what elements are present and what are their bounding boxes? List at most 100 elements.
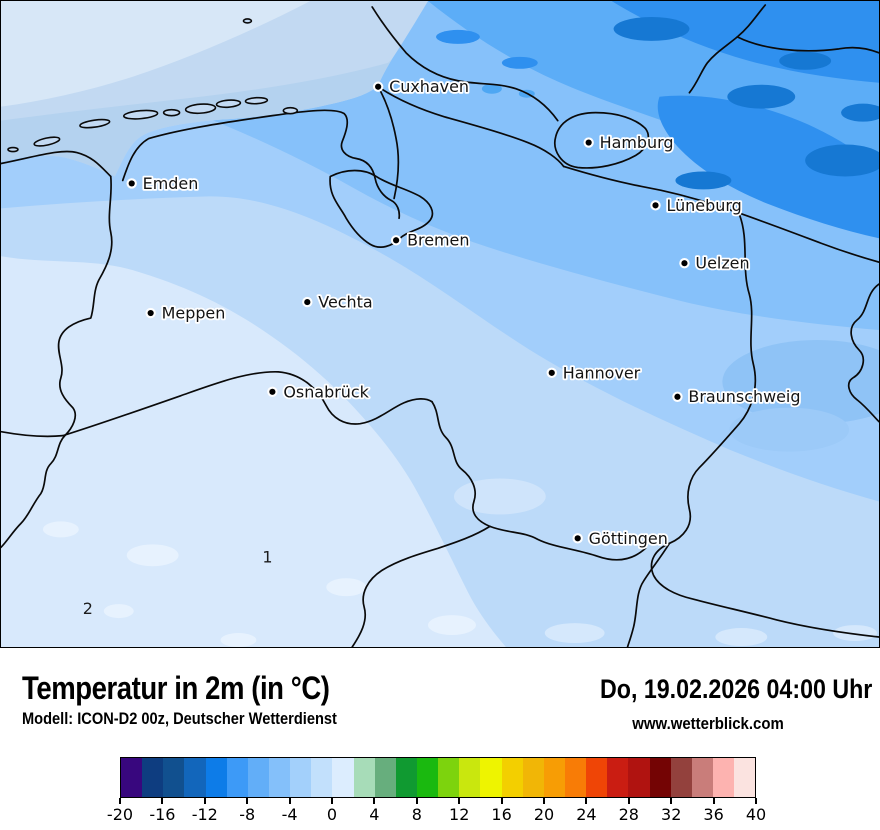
state-borders [1, 4, 879, 647]
colorbar-tick [288, 798, 291, 804]
city-marker-braunschweig: Braunschweig [672, 385, 802, 408]
colorbar-tick [585, 798, 588, 804]
coastline-weser-peninsula [377, 85, 400, 200]
colorbar-cell [543, 758, 565, 797]
elbe-south-bank [377, 85, 565, 168]
colorbar-tick-label: -4 [281, 805, 298, 824]
colorbar-cell [564, 758, 587, 797]
colorbar-cell [374, 758, 396, 797]
east-border-squiggle [847, 283, 879, 423]
city-dot [674, 393, 681, 400]
colorbar-cell [649, 758, 671, 797]
coastline-west [1, 150, 112, 178]
colorbar-cell [353, 758, 375, 797]
colorbar-cell [607, 758, 629, 797]
colorbar-cell [247, 758, 269, 797]
colorbar-tick-label: 20 [533, 805, 555, 824]
city-marker-bremen: Bremen [390, 229, 471, 252]
colorbar-tick-label: 28 [618, 805, 639, 824]
colorbar-cell [459, 758, 481, 797]
colorbar-cell [501, 758, 523, 797]
temperature-colorbar: -20 -16 -12 -8 -4 0 4 8 12 16 20 24 28 32 36 40 [107, 757, 766, 826]
map-value-label: 2 [83, 599, 93, 618]
colorbar-cell [311, 758, 333, 797]
colorbar-cell [522, 758, 544, 797]
nrw-border [62, 371, 433, 437]
city-label: Uelzen [695, 254, 749, 273]
northeast-border-1 [688, 4, 767, 94]
colorbar-cell [734, 758, 756, 797]
colorbar-tick-label: 36 [703, 805, 724, 824]
colorbar-cell [628, 758, 650, 797]
colorbar-tick-label: 0 [326, 805, 338, 824]
hamburg-border [554, 111, 650, 169]
colorbar-tick [373, 798, 376, 804]
colorbar-cell [268, 758, 291, 797]
colorbar-cell [586, 758, 608, 797]
colorbar-tick-label: -16 [149, 805, 176, 824]
colorbar-tick-label: 12 [449, 805, 470, 824]
dutch-border [1, 175, 113, 549]
city-marker-lneburg: Lüneburg [650, 194, 744, 217]
colorbar-cell [691, 758, 713, 797]
colorbar-cell [438, 758, 460, 797]
map-value-labels: 12 [83, 547, 273, 618]
city-marker-emden: Emden [126, 172, 200, 195]
city-label: Braunschweig [688, 387, 800, 406]
colorbar-tick [712, 798, 715, 804]
city-label: Göttingen [589, 529, 668, 548]
city-marker-meppen: Meppen [145, 302, 227, 324]
colorbar-ticks: -20 -16 -12 -8 -4 0 4 8 12 16 20 24 28 32 36 40 [107, 798, 766, 826]
field-mild-zone [1, 256, 506, 647]
colorbar-cell [163, 758, 185, 797]
city-dot [652, 202, 659, 209]
colorbar-cell [184, 758, 206, 797]
city-dot [574, 535, 581, 542]
weser-border-east [489, 525, 647, 561]
weather-map: 12 CuxhavenHamburgEmdenLüneburgBremenUel… [1, 1, 879, 647]
colorbar-tick [627, 798, 630, 804]
city-dot [585, 139, 592, 146]
colorbar-tick [415, 798, 418, 804]
colorbar-cell [226, 758, 248, 797]
coastline-eastfrisia [121, 109, 401, 220]
colorbar-cell [290, 758, 312, 797]
colorbar-cell [670, 758, 692, 797]
city-marker-osnabrck: Osnabrück [267, 380, 371, 403]
colorbar-cell [395, 758, 417, 797]
colorbar-tick [119, 798, 121, 804]
colorbar-tick [161, 798, 164, 804]
city-dot [128, 180, 135, 187]
city-markers: Cuxhaven Hamburg Emden Lüneburg Bremen Uelzen… [126, 75, 802, 550]
colorbar-tick-label: 32 [661, 805, 682, 824]
colorbar-cell [121, 758, 143, 797]
city-label: Meppen [162, 304, 226, 323]
field-mild-spots [42, 521, 476, 647]
colorbar-tick-label: 8 [411, 805, 422, 824]
colorbar-tick [203, 798, 206, 804]
weser-border [431, 400, 491, 528]
colorbar-cell [712, 758, 735, 797]
colorbar-tick [458, 798, 461, 804]
city-label: Lüneburg [666, 196, 741, 215]
northeast-border-2 [736, 36, 879, 54]
temperature-field [1, 1, 879, 647]
colorbar-tick-label: 16 [491, 805, 512, 824]
city-marker-hannover: Hannover [546, 362, 642, 384]
city-dot [393, 237, 400, 244]
city-label: Emden [143, 174, 199, 193]
weser-border-southwest [351, 525, 491, 647]
colorbar-cell [480, 758, 502, 797]
colorbar-tick [500, 798, 503, 804]
city-label: Cuxhaven [389, 77, 469, 96]
city-dot [269, 388, 276, 395]
city-dot [304, 298, 311, 306]
colorbar-cells [120, 757, 756, 798]
border-left-stub [1, 430, 64, 438]
wadden-islands [7, 18, 299, 153]
colorbar-tick [670, 798, 673, 804]
north-sea [1, 1, 429, 177]
model-info: Modell: ICON-D2 00z, Deutscher Wetterdie… [22, 709, 337, 728]
